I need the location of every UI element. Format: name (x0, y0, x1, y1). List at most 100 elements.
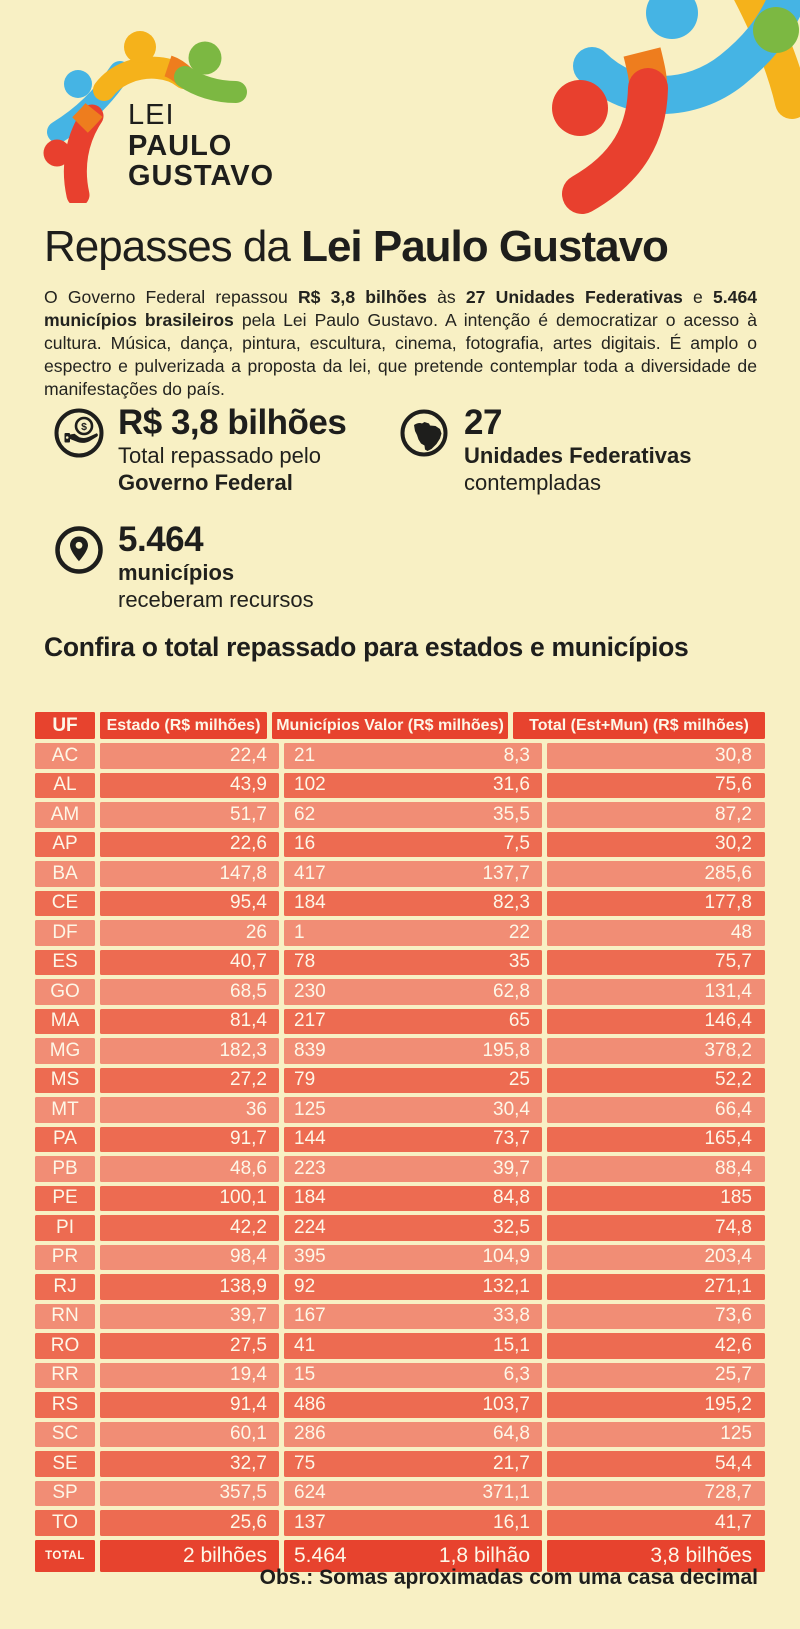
estado-value-cell: 32,7 (100, 1451, 279, 1477)
table-row-RR: RR 19,4 15 6,3 25,7 (35, 1362, 765, 1388)
stat-caption-line: Total repassado pelo (118, 442, 322, 468)
estado-value-cell: 40,7 (100, 949, 279, 975)
transfers-table: UF Estado (R$ milhões) Municípios Valor … (35, 712, 765, 1576)
intro-text: e (682, 287, 713, 307)
estado-value-cell: 95,4 (100, 890, 279, 916)
municipios-valor: 137,7 (482, 862, 530, 884)
total-value-cell: 66,4 (547, 1097, 765, 1123)
total-row-municipios-valor: 1,8 bilhão (438, 1543, 530, 1567)
stat-value-municipios: 5.464 (118, 520, 204, 560)
municipios-cell: 624 371,1 (284, 1480, 542, 1506)
total-row-municipios-cell: 5.464 1,8 bilhão (284, 1539, 542, 1572)
total-row-label: TOTAL (35, 1539, 95, 1572)
stat-value-ufs: 27 (464, 403, 502, 442)
municipios-cell: 1 22 (284, 920, 542, 946)
estado-value-cell: 39,7 (100, 1303, 279, 1329)
table-heading: Confira o total repassado para estados e… (44, 632, 689, 662)
municipios-cell: 102 31,6 (284, 772, 542, 798)
municipios-cell: 15 6,3 (284, 1362, 542, 1388)
uf-cell: SE (35, 1451, 95, 1477)
municipios-count: 41 (294, 1334, 316, 1356)
municipios-count: 144 (294, 1128, 326, 1150)
total-row-municipios-count: 5.464 (294, 1543, 347, 1567)
municipios-cell: 41 15,1 (284, 1333, 542, 1359)
municipios-count: 184 (294, 1187, 326, 1209)
municipios-valor: 31,6 (493, 774, 530, 796)
table-row-MT: MT 36 125 30,4 66,4 (35, 1097, 765, 1123)
stat-total-repassado: $ R$ 3,8 bilhões Total repassado pelo Go… (52, 404, 398, 496)
total-value-cell: 165,4 (547, 1126, 765, 1152)
municipios-valor: 64,8 (493, 1423, 530, 1445)
table-row-BA: BA 147,8 417 137,7 285,6 (35, 861, 765, 887)
table-total-row: TOTAL 2 bilhões 5.464 1,8 bilhão 3,8 bil… (35, 1539, 765, 1572)
estado-value-cell: 27,5 (100, 1333, 279, 1359)
table-row-MS: MS 27,2 79 25 52,2 (35, 1067, 765, 1093)
hand-coin-icon: $ (54, 408, 104, 458)
page-title: Repasses da Lei Paulo Gustavo (44, 222, 669, 272)
uf-cell: MA (35, 1008, 95, 1034)
municipios-cell: 184 84,8 (284, 1185, 542, 1211)
municipios-valor: 104,9 (482, 1246, 530, 1268)
estado-value-cell: 138,9 (100, 1274, 279, 1300)
map-pin-icon (55, 526, 103, 575)
estado-value-cell: 22,4 (100, 743, 279, 769)
uf-cell: PR (35, 1244, 95, 1270)
total-value-cell: 177,8 (547, 890, 765, 916)
municipios-valor: 195,8 (482, 1039, 530, 1061)
uf-cell: AM (35, 802, 95, 828)
municipios-valor: 30,4 (493, 1098, 530, 1120)
total-value-cell: 75,6 (547, 772, 765, 798)
uf-cell: DF (35, 920, 95, 946)
municipios-count: 75 (294, 1452, 316, 1474)
municipios-count: 102 (294, 774, 326, 796)
municipios-count: 184 (294, 892, 326, 914)
stat-caption-line: municípios (118, 560, 235, 586)
stat-municipios: 5.464 municípios receberam recursos (52, 521, 398, 613)
municipios-cell: 75 21,7 (284, 1451, 542, 1477)
uf-cell: PE (35, 1185, 95, 1211)
logo-line-lei: LEI (128, 99, 175, 131)
logo-line-paulo: PAULO (128, 129, 233, 162)
uf-cell: MG (35, 1038, 95, 1064)
municipios-valor: 132,1 (482, 1275, 530, 1297)
total-value-cell: 74,8 (547, 1215, 765, 1241)
estado-value-cell: 26 (100, 920, 279, 946)
estado-value-cell: 91,4 (100, 1392, 279, 1418)
municipios-count: 78 (294, 951, 316, 973)
municipios-cell: 144 73,7 (284, 1126, 542, 1152)
estado-value-cell: 36 (100, 1097, 279, 1123)
total-value-cell: 30,2 (547, 831, 765, 857)
table-row-SP: SP 357,5 624 371,1 728,7 (35, 1480, 765, 1506)
table-row-PI: PI 42,2 224 32,5 74,8 (35, 1215, 765, 1241)
total-value-cell: 146,4 (547, 1008, 765, 1034)
logo-wordmark: LEI PAULO GUSTAVO (128, 100, 274, 192)
estado-value-cell: 48,6 (100, 1156, 279, 1182)
table-row-SC: SC 60,1 286 64,8 125 (35, 1421, 765, 1447)
stat-text: R$ 3,8 bilhões Total repassado pelo Gove… (118, 404, 347, 496)
uf-cell: BA (35, 861, 95, 887)
intro-text: O Governo Federal repassou (44, 287, 298, 307)
municipios-valor: 84,8 (493, 1187, 530, 1209)
municipios-cell: 21 8,3 (284, 743, 542, 769)
table-row-RS: RS 91,4 486 103,7 195,2 (35, 1392, 765, 1418)
municipios-valor: 103,7 (482, 1393, 530, 1415)
table-row-DF: DF 26 1 22 48 (35, 920, 765, 946)
table-row-PE: PE 100,1 184 84,8 185 (35, 1185, 765, 1211)
stat-caption-line: Governo Federal (118, 470, 293, 496)
table-header-row: UF Estado (R$ milhões) Municípios Valor … (35, 712, 765, 739)
table-row-MG: MG 182,3 839 195,8 378,2 (35, 1038, 765, 1064)
table-row-RN: RN 39,7 167 33,8 73,6 (35, 1303, 765, 1329)
municipios-cell: 137 16,1 (284, 1510, 542, 1536)
municipios-valor: 371,1 (482, 1482, 530, 1504)
uf-cell: RJ (35, 1274, 95, 1300)
total-value-cell: 271,1 (547, 1274, 765, 1300)
municipios-count: 286 (294, 1423, 326, 1445)
municipios-count: 417 (294, 862, 326, 884)
municipios-cell: 184 82,3 (284, 890, 542, 916)
total-value-cell: 41,7 (547, 1510, 765, 1536)
municipios-valor: 35,5 (493, 803, 530, 825)
uf-cell: MT (35, 1097, 95, 1123)
total-value-cell: 131,4 (547, 979, 765, 1005)
estado-value-cell: 60,1 (100, 1421, 279, 1447)
